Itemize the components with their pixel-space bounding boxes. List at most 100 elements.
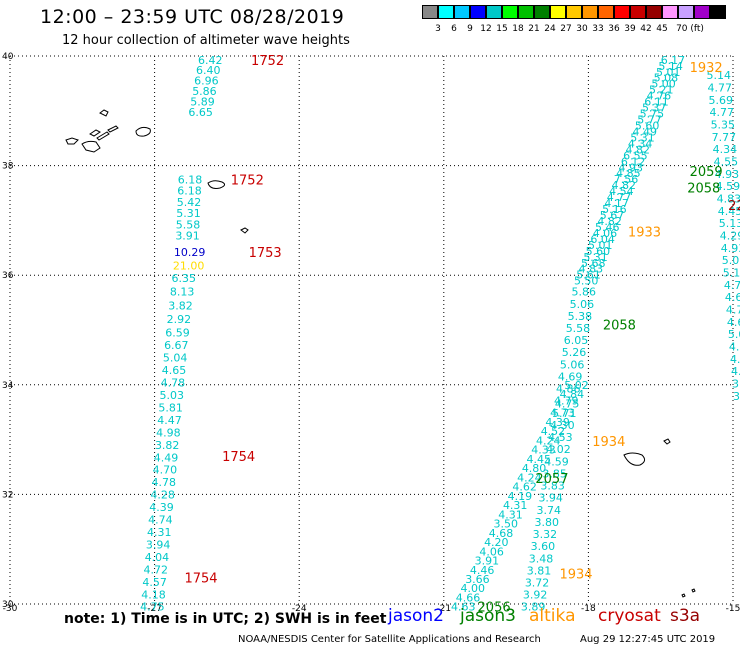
swh-value: 4.31: [147, 526, 172, 539]
azores-island-icon: [81, 140, 101, 153]
swh-value: 6.67: [164, 339, 189, 352]
swh-value: 4.31: [503, 499, 528, 512]
swh-value: 5.35: [711, 119, 736, 132]
swh-value: 4.84: [560, 388, 585, 401]
swh-value: 5.21: [649, 84, 674, 97]
swh-value: 5.06: [560, 358, 585, 371]
swh-value: 5.31: [630, 131, 655, 144]
azores-island-icon: [99, 109, 109, 117]
swh-value: 4.63: [451, 601, 476, 614]
color-swatch: [614, 5, 630, 19]
swh-value: 4.69: [558, 370, 583, 383]
generated-timestamp: Aug 29 12:27:45 UTC 2019: [580, 634, 716, 645]
legend-item-altika: altika: [529, 606, 576, 626]
lat-tick-label: 38: [2, 162, 14, 172]
swh-value: 4.30: [550, 419, 575, 432]
swh-value: 4.34: [713, 143, 738, 156]
swh-value: 5.01: [588, 239, 613, 252]
swh-value: 6.42: [198, 54, 223, 67]
swh-value: 3.60: [531, 540, 556, 553]
swh-value: 4.: [731, 365, 740, 378]
canary-island-icon: [681, 593, 686, 598]
color-swatch: [678, 5, 694, 19]
color-scale-label: 24: [544, 24, 556, 34]
swh-value: 4.74: [148, 514, 173, 527]
swh-value: 3.: [732, 377, 740, 390]
color-scale-label: 36: [608, 24, 620, 34]
legend-item-s3a: s3a: [670, 606, 701, 626]
swh-value: 4.17: [604, 197, 629, 210]
swh-value: 4.61: [725, 291, 740, 304]
swh-value: 6.04: [590, 233, 615, 246]
swh-value: 5.46: [595, 221, 620, 234]
swh-value: 4.45: [527, 453, 552, 466]
swh-value: 4.28: [150, 489, 175, 502]
swh-value: 6.05: [564, 334, 589, 347]
swh-value: 5.50: [574, 275, 599, 288]
credit-text: NOAA/NESDIS Center for Satellite Applica…: [238, 634, 541, 645]
color-swatch: [486, 5, 502, 19]
swh-value: 3.48: [529, 552, 554, 565]
swh-value: 6.35: [171, 272, 196, 285]
color-swatch: [646, 5, 662, 19]
page-subtitle: 12 hour collection of altimeter wave hei…: [62, 33, 350, 48]
color-swatch: [518, 5, 534, 19]
swh-value: 7.77: [712, 131, 737, 144]
color-swatch: [422, 5, 438, 19]
swh-value: 4.73: [550, 407, 575, 420]
madeira-island-icon: [663, 438, 671, 445]
swh-value: 5.31: [583, 251, 608, 264]
color-scale-label: 12: [480, 24, 492, 34]
pass-time-label: 2058: [603, 319, 636, 334]
pass-time-label: 2056: [478, 601, 511, 616]
swh-value: 4.72: [144, 563, 169, 576]
page-title: 12:00 – 23:59 UTC 08/28/2019: [40, 6, 345, 28]
swh-value: 5.04: [163, 352, 188, 365]
swh-value: 4.29: [720, 229, 740, 242]
swh-value: 6.11: [644, 96, 669, 109]
color-scale-label: 33: [592, 24, 604, 34]
color-scale-label: 9: [467, 24, 473, 34]
note-text: note: 1) Time is in UTC; 2) SWH is in fe…: [64, 611, 387, 627]
swh-value: 3.94: [146, 538, 171, 551]
swh-value: 8.13: [170, 286, 195, 299]
pass-time-label: 2057: [535, 472, 568, 487]
swh-value: 5.38: [568, 310, 593, 323]
swh-value: 4.39: [149, 501, 174, 514]
pass-time-label: 1752: [231, 173, 264, 188]
canary-island-icon: [691, 588, 696, 593]
swh-value: 4.46: [470, 564, 495, 577]
pass-time-label: 1752: [251, 54, 284, 69]
swh-value: 5.02: [564, 379, 589, 392]
swh-value: 6.59: [165, 327, 190, 340]
lat-tick-label: 30: [2, 600, 14, 610]
swh-value: 5.68: [581, 257, 606, 270]
swh-value: 5.26: [562, 346, 587, 359]
swh-value: 5.42: [177, 196, 202, 209]
color-swatch: [534, 5, 550, 19]
swh-value: 4.52: [541, 425, 566, 438]
azores-island-icon: [135, 126, 151, 137]
swh-value: 4.82: [597, 215, 622, 228]
swh-value: 4.39: [545, 416, 570, 429]
swh-value: 5.75: [640, 108, 665, 121]
swh-value: 5.58: [566, 322, 591, 335]
swh-value: 5.03: [722, 254, 740, 267]
swh-value: 4.45: [718, 205, 740, 218]
azores-island-icon: [240, 227, 249, 234]
swh-value: 5.61: [576, 269, 601, 282]
swh-value: 4.59: [716, 180, 740, 193]
color-swatch: [502, 5, 518, 19]
color-swatch: [662, 5, 678, 19]
lon-tick-label: -30: [3, 604, 18, 614]
swh-value: 4.62: [512, 481, 537, 494]
swh-value: 2.92: [167, 313, 192, 326]
color-scale-label: 15: [496, 24, 508, 34]
swh-value: 4.49: [154, 451, 179, 464]
lon-tick-label: -27: [147, 604, 162, 614]
swh-value: 3.82: [168, 299, 193, 312]
swh-value: 4.83: [717, 192, 740, 205]
swh-value: 5.86: [192, 85, 217, 98]
swh-value: 3.66: [465, 573, 490, 586]
swh-value: 4.65: [162, 364, 187, 377]
